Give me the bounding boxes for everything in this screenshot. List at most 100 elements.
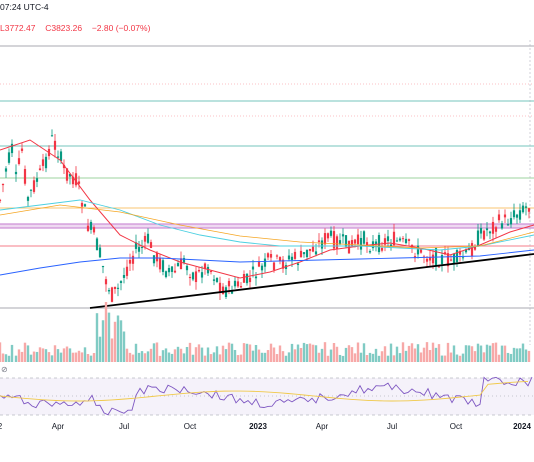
candle-body [305, 249, 309, 258]
volume-bar [482, 352, 486, 362]
volume-bar [179, 348, 183, 362]
volume-bar [416, 344, 420, 362]
volume-bar [170, 353, 174, 362]
volume-bar [182, 353, 186, 362]
volume-bar [491, 343, 495, 362]
volume-bar [419, 352, 423, 362]
volume-bar [500, 345, 504, 362]
volume-bar [155, 342, 159, 362]
volume-bar [452, 345, 456, 362]
volume-bar [527, 350, 531, 362]
candle-body [476, 230, 480, 247]
candle-body [455, 250, 459, 263]
volume-bar [401, 342, 405, 362]
volume-bar [350, 347, 354, 362]
volume-bar [329, 349, 333, 362]
rsi-settings-icon[interactable]: ⊘ [1, 365, 8, 374]
volume-bar [116, 315, 120, 362]
volume-bar [275, 354, 279, 362]
volume-bar [26, 345, 30, 362]
candle-body [503, 214, 507, 218]
volume-bar [497, 354, 501, 362]
volume-bar [458, 355, 462, 362]
volume-bar [212, 352, 216, 362]
volume-bar [347, 345, 351, 362]
volume-bar [7, 355, 11, 362]
volume-bar [89, 355, 93, 362]
candle-body [251, 266, 255, 270]
volume-bar [263, 352, 267, 362]
candle-body [266, 253, 270, 258]
volume-bar [128, 352, 132, 362]
candle-body [494, 227, 498, 232]
candle-body [332, 231, 336, 249]
volume-bar [407, 345, 411, 362]
candle-body [287, 255, 291, 260]
volume-bar [137, 352, 141, 362]
volume-bar [266, 350, 270, 362]
volume-bar [233, 349, 237, 362]
volume-bar [236, 355, 240, 362]
candle-body [164, 271, 168, 278]
volume-bar [515, 348, 519, 362]
candle-body [473, 245, 477, 250]
candle-body [515, 214, 519, 218]
candle-body [500, 223, 504, 229]
volume-bar [209, 354, 213, 362]
candle-body [425, 258, 429, 262]
volume-bar [341, 355, 345, 362]
candle-body [281, 259, 285, 269]
volume-bar [293, 349, 297, 362]
volume-bar [296, 344, 300, 362]
candle-body [227, 280, 231, 287]
candle-body [32, 180, 36, 192]
candle-body [389, 244, 393, 247]
volume-bar [83, 347, 87, 362]
candle-body [95, 238, 99, 251]
volume-bar [53, 345, 57, 362]
candle-body [485, 228, 489, 231]
volume-bar [197, 344, 201, 362]
volume-bar [413, 348, 417, 362]
volume-bar [260, 352, 264, 362]
candle-body [200, 272, 204, 278]
volume-bar [230, 343, 234, 362]
time-axis-label: 2 [0, 422, 2, 431]
volume-bar [251, 350, 255, 362]
volume-bar [188, 342, 192, 362]
time-axis-label: Apr [315, 422, 329, 431]
candle-body [62, 164, 66, 169]
candle-body [209, 271, 213, 273]
candle-body [134, 242, 138, 249]
volume-bar [377, 355, 381, 362]
candle-body [527, 208, 531, 212]
candle-body [257, 261, 261, 267]
candle-body [404, 238, 408, 244]
candle-body [173, 270, 177, 273]
volume-bar [176, 346, 180, 362]
candle-body [116, 287, 120, 289]
time-axis-label: 2024 [513, 422, 531, 431]
candle-body [38, 168, 42, 171]
candle-body [368, 251, 372, 253]
volume-bar [0, 342, 2, 362]
volume-bar [101, 320, 105, 362]
volume-bar [446, 342, 450, 362]
volume-bar [191, 354, 195, 362]
volume-bar [74, 352, 78, 362]
candle-body [71, 176, 75, 185]
candle-body [50, 135, 54, 137]
candle-body [26, 196, 30, 201]
volume-bar [506, 352, 510, 362]
candle-body [278, 257, 282, 261]
volume-bar [29, 354, 33, 362]
volume-bar [326, 355, 330, 362]
volume-bar [122, 331, 126, 362]
candle-body [338, 240, 342, 245]
candle-body [44, 156, 48, 169]
header-time: 07:24 UTC-4 [0, 2, 49, 12]
candle-body [344, 235, 348, 247]
candle-body [356, 234, 360, 245]
